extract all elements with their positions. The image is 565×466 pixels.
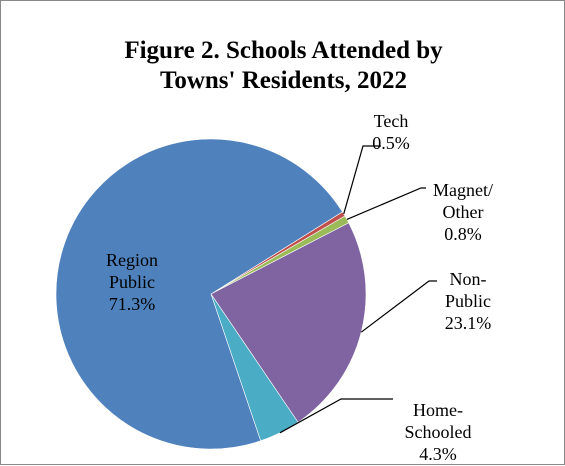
- leader-line-tech: [343, 145, 381, 215]
- leader-line-non-public: [360, 280, 437, 333]
- label-tech-pct: 0.5%: [372, 133, 410, 153]
- label-home-schooled: Home- Schooled 4.3%: [393, 399, 483, 465]
- label-non-public-line-2: Public: [444, 291, 491, 311]
- label-magnet-pct: 0.8%: [444, 224, 482, 244]
- leader-line-magnet-other: [346, 187, 426, 220]
- label-non-public-pct: 23.1%: [444, 313, 492, 333]
- slice-region-public: [55, 138, 343, 450]
- chart-title-line-1: Figure 2. Schools Attended by: [124, 37, 443, 64]
- leader-line-home-schooled: [279, 398, 393, 434]
- label-magnet-line-1: Magnet/: [433, 180, 493, 200]
- label-home-line-1: Home-: [413, 400, 463, 420]
- label-region-public: Region Public 71.3%: [87, 249, 177, 315]
- label-magnet-other: Magnet/ Other 0.8%: [423, 179, 503, 245]
- label-home-line-2: Schooled: [404, 422, 472, 442]
- label-non-public: Non- Public 23.1%: [433, 268, 503, 334]
- label-tech: Tech 0.5%: [366, 110, 416, 154]
- chart-title: Figure 2. Schools Attended by Towns' Res…: [1, 36, 565, 96]
- label-magnet-line-2: Other: [442, 202, 484, 222]
- chart-title-line-2: Towns' Residents, 2022: [159, 67, 408, 94]
- label-non-public-line-1: Non-: [449, 269, 487, 289]
- label-region-line-2: Public: [108, 272, 155, 292]
- label-tech-name: Tech: [373, 111, 409, 131]
- label-region-pct: 71.3%: [108, 294, 156, 314]
- label-home-pct: 4.3%: [419, 444, 457, 464]
- label-region-line-1: Region: [106, 250, 158, 270]
